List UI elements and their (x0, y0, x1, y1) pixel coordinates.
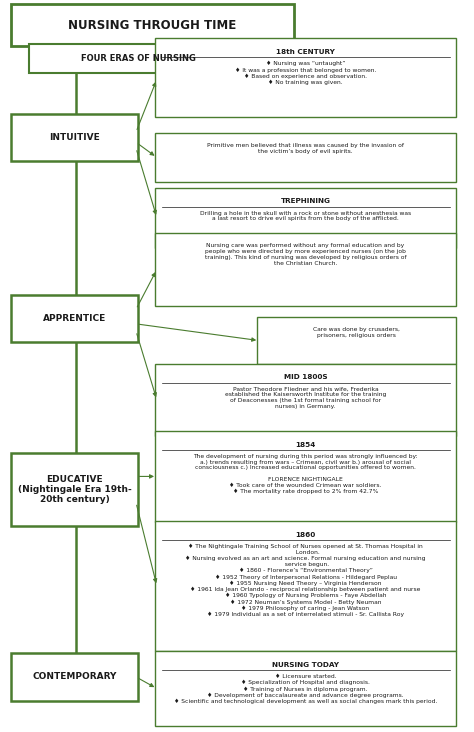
Text: Primitive men believed that illness was caused by the invasion of
the victim’s b: Primitive men believed that illness was … (207, 143, 404, 154)
Text: Drilling a hole in the skull with a rock or stone without anesthesia was
a last : Drilling a hole in the skull with a rock… (200, 211, 411, 221)
Text: NURSING THROUGH TIME: NURSING THROUGH TIME (68, 19, 237, 31)
Text: FOUR ERAS OF NURSING: FOUR ERAS OF NURSING (81, 54, 196, 63)
Text: MID 1800S: MID 1800S (284, 374, 328, 380)
Text: CONTEMPORARY: CONTEMPORARY (32, 673, 117, 681)
FancyBboxPatch shape (257, 317, 456, 364)
FancyBboxPatch shape (10, 653, 138, 701)
FancyBboxPatch shape (155, 188, 456, 247)
FancyBboxPatch shape (155, 364, 456, 436)
Text: ♦ The Nightingale Training School of Nurses opened at St. Thomas Hospital in
  L: ♦ The Nightingale Training School of Nur… (185, 544, 426, 617)
FancyBboxPatch shape (155, 651, 456, 725)
Text: 1860: 1860 (295, 531, 316, 537)
Text: TREPHINING: TREPHINING (281, 198, 330, 204)
Text: ♦ Licensure started.
♦ Specialization of Hospital and diagnosis.
♦ Training of N: ♦ Licensure started. ♦ Specialization of… (174, 674, 437, 704)
Text: The development of nursing during this period was strongly influenced by:
a.) tr: The development of nursing during this p… (193, 454, 418, 494)
FancyBboxPatch shape (155, 521, 456, 651)
FancyBboxPatch shape (155, 132, 456, 182)
Text: NURSING TODAY: NURSING TODAY (272, 662, 339, 668)
FancyBboxPatch shape (29, 44, 247, 73)
FancyBboxPatch shape (155, 233, 456, 306)
Text: EDUCATIVE
(Nightingale Era 19th-
20th century): EDUCATIVE (Nightingale Era 19th- 20th ce… (18, 474, 131, 504)
Text: ♦ Nursing was “untaught”
♦ It was a profession that belonged to women.
♦ Based o: ♦ Nursing was “untaught” ♦ It was a prof… (235, 61, 376, 85)
Text: APPRENTICE: APPRENTICE (43, 314, 106, 324)
FancyBboxPatch shape (155, 38, 456, 117)
Text: INTUITIVE: INTUITIVE (49, 132, 100, 142)
FancyBboxPatch shape (10, 113, 138, 161)
FancyBboxPatch shape (10, 295, 138, 343)
FancyBboxPatch shape (155, 431, 456, 522)
Text: Care was done by crusaders,
prisoners, religious orders: Care was done by crusaders, prisoners, r… (313, 326, 400, 337)
Text: 18th CENTURY: 18th CENTURY (276, 48, 335, 55)
FancyBboxPatch shape (10, 453, 138, 526)
Text: Pastor Theodore Fliedner and his wife, Frederika
established the Kaisersworth In: Pastor Theodore Fliedner and his wife, F… (225, 386, 386, 408)
Text: Nursing care was performed without any formal education and by
people who were d: Nursing care was performed without any f… (205, 243, 406, 266)
Text: 1854: 1854 (295, 441, 316, 447)
FancyBboxPatch shape (10, 4, 294, 46)
